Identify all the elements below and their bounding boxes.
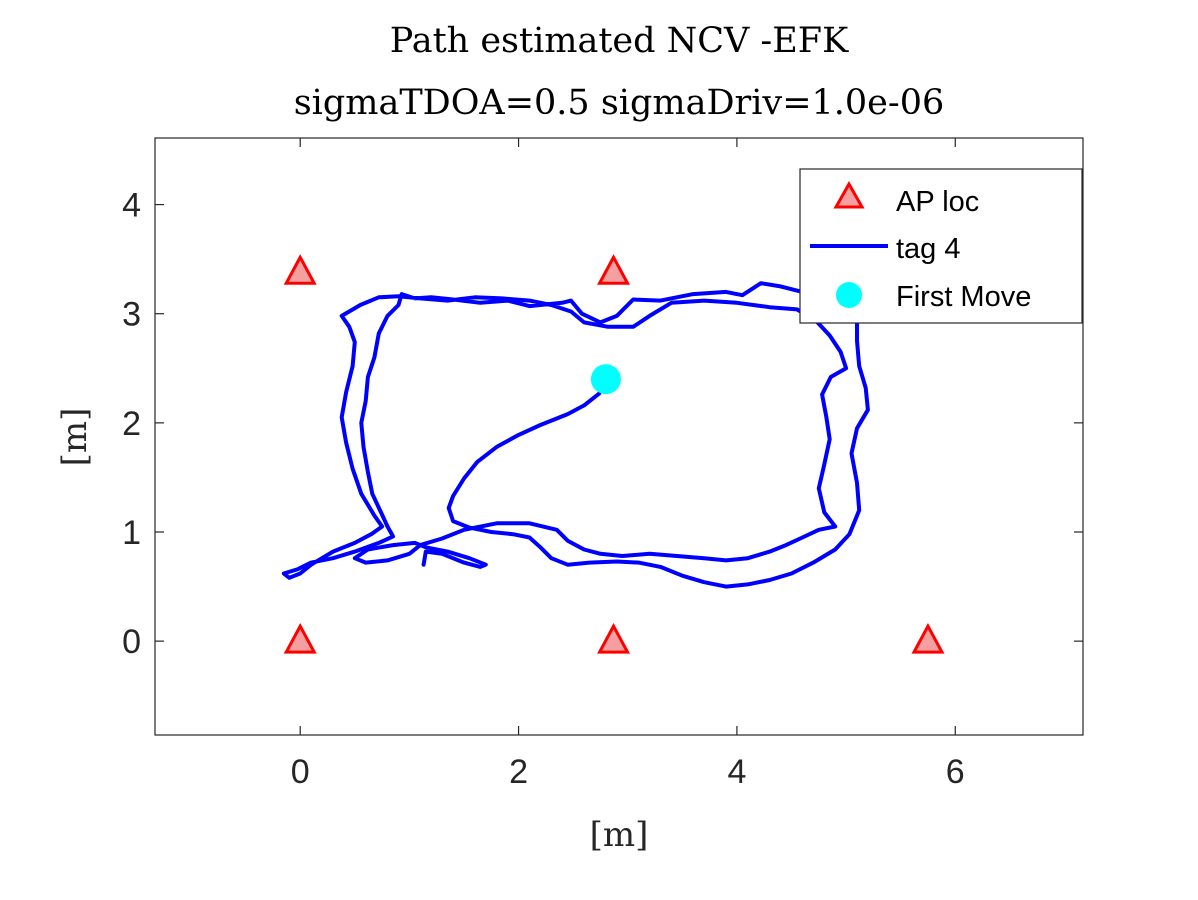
- y-tick-label-4: 4: [122, 187, 141, 225]
- ap-loc-marker-1: [283, 254, 317, 285]
- legend-first-move-marker: [836, 282, 862, 308]
- ap-loc-marker-2: [597, 254, 631, 285]
- axes-box: [154, 137, 1084, 736]
- ap-loc-marker-3: [283, 622, 317, 654]
- y-tick-label-0: 0: [122, 623, 141, 661]
- series-layer: [281, 254, 945, 654]
- ap-loc-marker-5: [911, 622, 945, 654]
- y-tick-label-3: 3: [122, 296, 141, 334]
- y-tick-label-2: 2: [122, 405, 141, 443]
- x-tick-label-4: 4: [727, 753, 746, 791]
- tick-labels: 0 2 4 6 0 1 2 3 4: [122, 187, 965, 791]
- legend-ap-label: AP loc: [896, 186, 979, 218]
- chart-title-line-2: sigmaTDOA=0.5 sigmaDriv=1.0e-06: [294, 83, 945, 123]
- y-axis-label: [m]: [55, 408, 95, 467]
- legend-ap-marker: [833, 180, 865, 209]
- chart-title-line-1: Path estimated NCV -EFK: [390, 21, 849, 61]
- x-tick-label-0: 0: [291, 753, 310, 791]
- y-tick-label-1: 1: [122, 514, 141, 552]
- x-tick-label-2: 2: [509, 753, 528, 791]
- first-move-marker-1: [590, 364, 621, 395]
- legend-first-move-label: First Move: [896, 281, 1031, 313]
- ap-loc-marker-4: [597, 622, 631, 654]
- legend-path-label: tag 4: [896, 233, 961, 265]
- x-axis-label: [m]: [590, 815, 649, 855]
- tag-4-path: [281, 281, 870, 589]
- legend: AP loc tag 4 First Move: [799, 168, 1083, 324]
- x-tick-label-6: 6: [946, 753, 965, 791]
